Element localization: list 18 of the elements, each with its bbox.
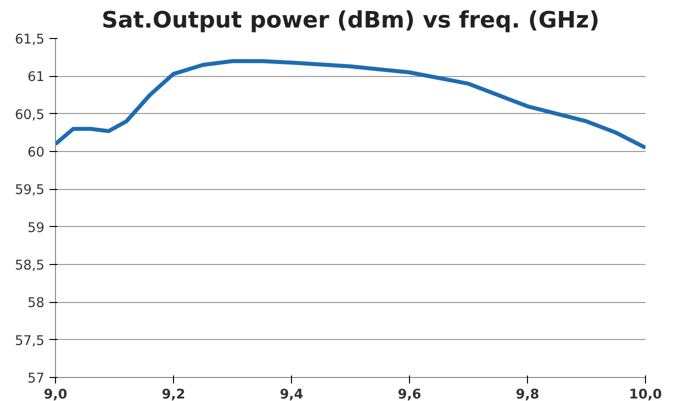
y-tick-label: 60,5	[14, 108, 45, 123]
y-tick-label: 61,5	[14, 32, 45, 48]
line-series	[56, 59, 646, 150]
y-tick-label: 59	[28, 220, 45, 236]
y-tick-label: 61	[28, 70, 45, 86]
y-tick-label: 57	[28, 372, 45, 386]
x-tick-label: 9,0	[44, 388, 68, 401]
x-tick-label: 9,4	[280, 388, 304, 401]
chart-title: Sat.Output power (dBm) vs freq. (GHz)	[102, 8, 600, 34]
y-tick-label: 57,5	[14, 334, 45, 349]
y-tick-label: 58	[28, 296, 45, 312]
x-tick-label: 9,6	[398, 388, 422, 401]
x-tick-label: 9,8	[516, 388, 540, 401]
x-tick-label: 10,0	[629, 388, 662, 401]
y-tick-label: 60	[28, 146, 45, 160]
y-tick-label: 59,5	[14, 183, 45, 198]
y-tick-label: 58,5	[14, 258, 45, 274]
x-tick-label: 9,2	[162, 388, 186, 401]
